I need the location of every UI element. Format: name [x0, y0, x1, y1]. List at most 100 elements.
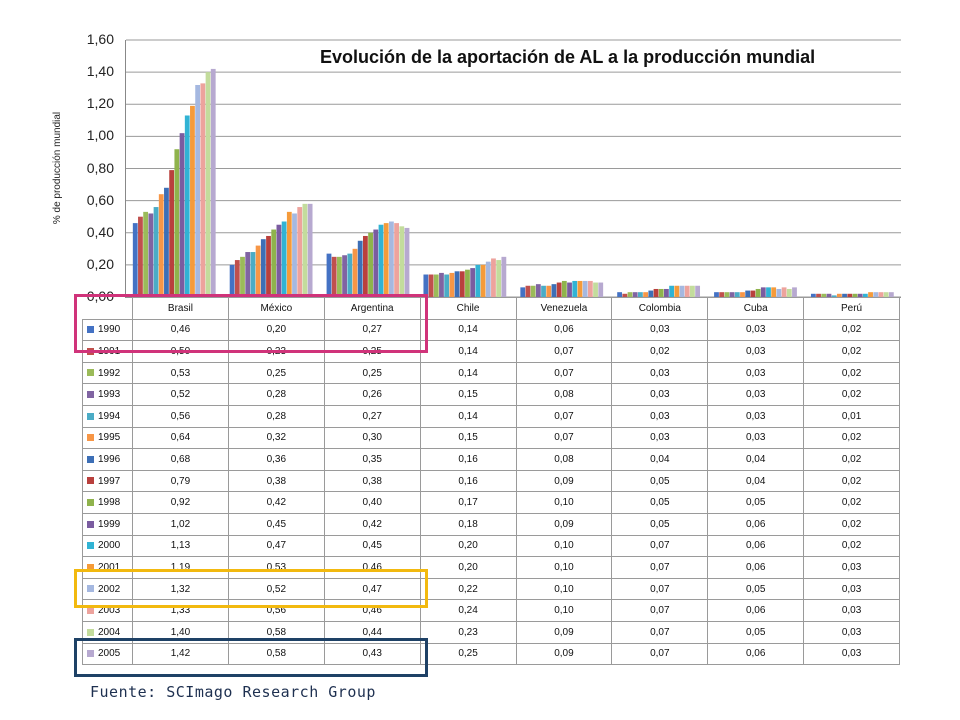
- bar-2005-argentina: [404, 227, 410, 297]
- bar-1998-perú: [852, 293, 858, 297]
- highlight-box-1990: [74, 294, 428, 353]
- bar-1996-perú: [842, 293, 847, 297]
- bar-2002-venezuela: [582, 280, 588, 297]
- table-cell: 0,05: [707, 620, 805, 644]
- table-cell: 0,27: [323, 404, 421, 428]
- legend-entry: 1996: [82, 448, 133, 471]
- table-cell: 0,06: [707, 642, 805, 666]
- table-cell: 0,09: [515, 642, 613, 666]
- bar-2005-méxico: [307, 203, 313, 297]
- table-cell: 0,79: [132, 469, 229, 493]
- legend-entry: 1995: [82, 426, 133, 450]
- bar-1998-argentina: [368, 232, 373, 297]
- bar-1996-venezuela: [551, 284, 557, 297]
- bar-2005-brasil: [210, 68, 216, 297]
- bar-1994-colombia: [638, 292, 643, 297]
- bar-1996-cuba: [745, 290, 751, 297]
- table-cell: 0,03: [803, 556, 900, 579]
- table-row: 1993 0,52 0,28 0,26 0,15 0,08 0,03 0,03 0,02: [82, 383, 900, 406]
- legend-label: 1990: [98, 324, 121, 336]
- table-cell: 0,15: [419, 426, 517, 450]
- y-tick-label: 0,80: [86, 159, 114, 176]
- bar-1996-brasil: [164, 187, 169, 297]
- table-cell: 0,20: [419, 534, 517, 558]
- bar-1997-chile: [459, 271, 465, 297]
- table-cell: 0,45: [323, 534, 421, 558]
- table-cell: 0,22: [419, 577, 517, 601]
- legend-label: 2000: [98, 540, 121, 552]
- bar-1993-chile: [439, 272, 444, 297]
- legend-swatch: [87, 542, 94, 550]
- bar-2004-méxico: [302, 203, 308, 297]
- bar-1991-argentina: [331, 256, 337, 297]
- table-cell: 0,10: [515, 534, 613, 558]
- bar-1998-méxico: [271, 229, 277, 297]
- legend-entry: 2000: [82, 534, 133, 558]
- bar-1996-argentina: [357, 240, 363, 297]
- table-cell: 0,02: [611, 340, 709, 363]
- bar-2004-cuba: [786, 288, 792, 297]
- table-cell: 0,03: [803, 599, 900, 622]
- bar-1990-cuba: [714, 292, 719, 297]
- table-cell: 0,17: [419, 491, 517, 514]
- bar-2001-argentina: [383, 223, 389, 297]
- table-cell: 0,07: [611, 534, 709, 558]
- table-cell: 0,03: [707, 340, 805, 363]
- table-cell: 0,07: [611, 599, 709, 622]
- bar-1999-chile: [470, 268, 476, 297]
- bar-1990-brasil: [132, 223, 138, 297]
- bar-1992-venezuela: [530, 285, 536, 297]
- table-cell: 0,35: [323, 448, 421, 471]
- bar-1995-argentina: [352, 248, 358, 297]
- bar-2000-perú: [862, 293, 868, 297]
- bar-1997-argentina: [362, 235, 368, 297]
- table-row: 2004 1,40 0,58 0,44 0,23 0,09 0,07 0,05 0,03: [82, 620, 900, 644]
- table-cell: 0,04: [707, 469, 805, 493]
- bar-1992-brasil: [143, 211, 149, 297]
- column-header: Chile: [419, 297, 517, 320]
- legend-entry: 1993: [82, 383, 133, 406]
- table-row: 1995 0,64 0,32 0,30 0,15 0,07 0,03 0,03 0,02: [82, 426, 900, 450]
- bar-2001-méxico: [286, 211, 292, 297]
- table-cell: 1,42: [132, 642, 229, 666]
- bar-1997-cuba: [750, 290, 756, 297]
- table-cell: 0,16: [419, 469, 517, 493]
- table-cell: 0,02: [803, 318, 900, 342]
- bar-2004-venezuela: [593, 282, 598, 297]
- table-cell: 0,02: [803, 512, 900, 536]
- table-cell: 0,02: [803, 534, 900, 558]
- column-header: Colombia: [611, 297, 709, 320]
- table-cell: 0,07: [515, 361, 613, 385]
- table-cell: 0,03: [707, 318, 805, 342]
- legend-label: 2002: [98, 583, 121, 595]
- bar-1991-chile: [428, 274, 434, 297]
- bar-1990-méxico: [229, 264, 235, 298]
- column-header: Venezuela: [515, 297, 613, 320]
- bar-2004-argentina: [399, 226, 405, 297]
- table-cell: 0,01: [803, 404, 900, 428]
- bar-1995-colombia: [643, 292, 649, 297]
- legend-swatch: [87, 369, 94, 377]
- bar-1993-venezuela: [535, 284, 541, 297]
- table-cell: 0,06: [707, 534, 805, 558]
- legend-label: 2003: [98, 605, 121, 617]
- legend-entry: 1999: [82, 512, 133, 536]
- bar-2002-méxico: [292, 213, 297, 297]
- bar-1995-venezuela: [546, 285, 552, 297]
- bar-1997-perú: [847, 293, 853, 297]
- table-cell: 0,05: [611, 512, 709, 536]
- bar-1992-méxico: [240, 256, 245, 297]
- legend-entry: 1992: [82, 361, 133, 385]
- legend-label: 1996: [98, 453, 121, 465]
- table-cell: 0,15: [419, 383, 517, 406]
- bar-1993-argentina: [342, 255, 347, 297]
- legend-swatch: [87, 412, 94, 420]
- table-cell: 0,03: [707, 361, 805, 385]
- table-cell: 0,07: [611, 577, 709, 601]
- bar-1997-méxico: [266, 235, 271, 297]
- bar-1995-brasil: [158, 194, 164, 297]
- table-cell: 0,42: [323, 512, 421, 536]
- bar-2000-brasil: [184, 115, 190, 298]
- bar-1990-perú: [810, 293, 816, 297]
- bar-2001-cuba: [771, 287, 777, 297]
